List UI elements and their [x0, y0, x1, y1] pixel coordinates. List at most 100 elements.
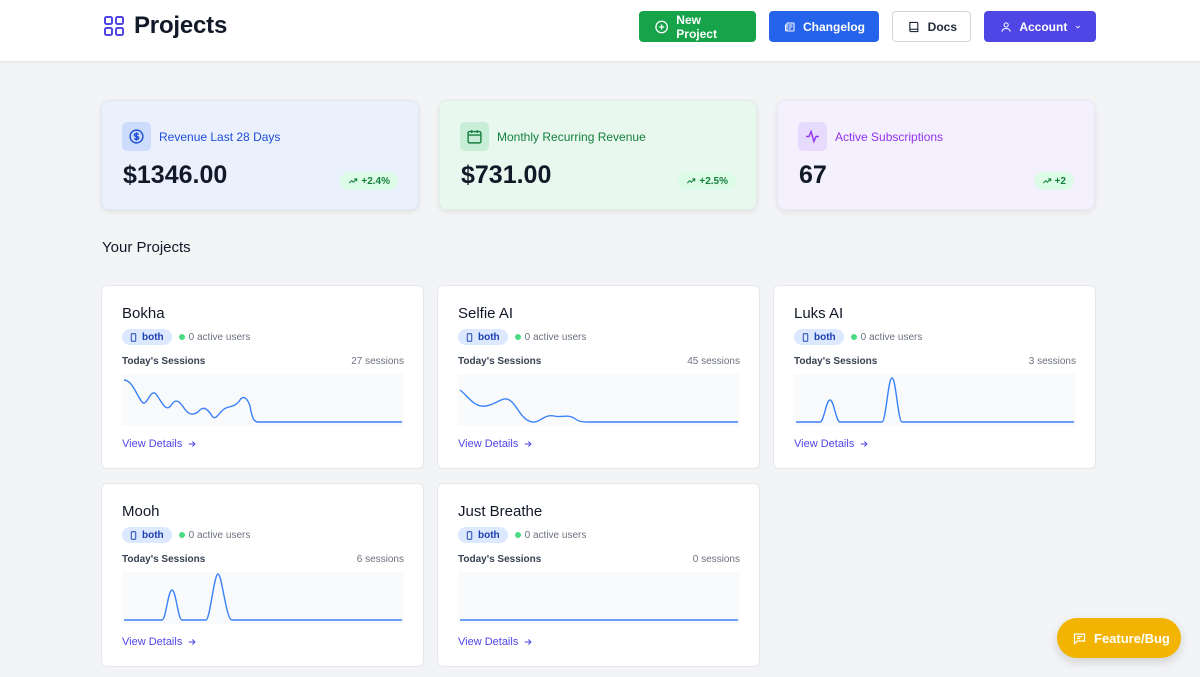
view-details-label: View Details: [122, 636, 183, 648]
stat-label: Monthly Recurring Revenue: [497, 129, 646, 144]
sessions-count: 3 sessions: [1028, 356, 1076, 367]
section-title: Your Projects: [102, 239, 191, 256]
feature-bug-button[interactable]: Feature/Bug: [1057, 618, 1181, 658]
sessions-label: Today's Sessions: [458, 554, 542, 565]
active-users: 0 active users: [188, 529, 251, 541]
view-details-link[interactable]: View Details: [458, 636, 533, 648]
sessions-label: Today's Sessions: [794, 356, 878, 367]
newspaper-icon: [785, 22, 795, 31]
project-card: Luks AI both 0 active users Today's Sess…: [773, 285, 1096, 469]
view-details-link[interactable]: View Details: [794, 438, 869, 450]
project-card: Bokha both 0 active users Today's Sessio…: [101, 285, 424, 469]
sessions-sparkline: [458, 374, 740, 426]
stat-delta-badge: +2: [1033, 172, 1074, 190]
platform-label: both: [478, 331, 500, 343]
view-details-label: View Details: [794, 438, 855, 450]
arrow-right-icon: [860, 441, 868, 447]
stat-value: 67: [799, 161, 827, 189]
project-meta: both 0 active users: [458, 329, 586, 345]
stat-header: Revenue Last 28 Days: [122, 122, 280, 151]
grid-icon: [104, 16, 124, 36]
platform-badge: both: [122, 527, 172, 543]
stat-icon-box: [122, 122, 151, 151]
stat-icon-box: [798, 122, 827, 151]
calendar-icon: [467, 130, 482, 144]
stat-value: $731.00: [461, 161, 552, 189]
project-name: Selfie AI: [458, 305, 514, 322]
changelog-button[interactable]: Changelog: [769, 11, 879, 42]
sessions-count: 0 sessions: [692, 554, 740, 565]
project-meta: both 0 active users: [794, 329, 922, 345]
activity-icon: [806, 129, 819, 144]
project-card: Mooh both 0 active users Today's Session…: [101, 483, 424, 667]
project-name: Luks AI: [794, 305, 844, 322]
chevron-down-icon: [1075, 25, 1081, 29]
plus-circle-icon: [655, 20, 669, 33]
page-title: Projects: [134, 12, 228, 39]
sessions-label: Today's Sessions: [122, 356, 206, 367]
online-dot: [514, 334, 521, 340]
stat-delta-badge: +2.4%: [340, 172, 398, 190]
dollar-circle-icon: [129, 129, 144, 144]
platform-badge: both: [458, 527, 508, 543]
account-label: Account: [1019, 19, 1068, 34]
book-icon: [909, 21, 919, 32]
platform-label: both: [142, 331, 164, 343]
stat-delta-value: +2: [1054, 175, 1066, 187]
docs-label: Docs: [927, 19, 957, 34]
account-button[interactable]: Account: [984, 11, 1096, 42]
stat-label: Revenue Last 28 Days: [159, 129, 281, 144]
phone-icon: [466, 332, 473, 342]
arrow-right-icon: [524, 441, 532, 447]
trending-up-icon: [349, 178, 358, 184]
sessions-label: Today's Sessions: [458, 356, 542, 367]
platform-badge: both: [458, 329, 508, 345]
stat-icon-box: [460, 122, 489, 151]
stat-card-subscriptions: Active Subscriptions 67 +2: [777, 100, 1095, 210]
project-name: Bokha: [122, 305, 165, 322]
feature-bug-label: Feature/Bug: [1094, 630, 1170, 646]
arrow-right-icon: [188, 639, 196, 645]
project-card: Just Breathe both 0 active users Today's…: [437, 483, 760, 667]
trending-up-icon: [1042, 178, 1051, 184]
project-meta: both 0 active users: [458, 527, 586, 543]
stat-header: Active Subscriptions: [798, 122, 943, 151]
trending-up-icon: [687, 178, 696, 184]
online-dot: [178, 532, 185, 538]
project-meta: both 0 active users: [122, 329, 250, 345]
sessions-count: 6 sessions: [356, 554, 404, 565]
project-name: Just Breathe: [458, 503, 543, 520]
platform-badge: both: [794, 329, 844, 345]
top-bar: Projects New Project Changelog Docs Acco…: [0, 0, 1200, 62]
arrow-right-icon: [524, 639, 532, 645]
stat-delta-badge: +2.5%: [678, 172, 736, 190]
arrow-right-icon: [188, 441, 196, 447]
phone-icon: [802, 332, 809, 342]
active-users: 0 active users: [524, 331, 587, 343]
stat-header: Monthly Recurring Revenue: [460, 122, 646, 151]
user-icon: [1001, 21, 1011, 32]
stat-delta-value: +2.5%: [699, 175, 728, 187]
view-details-link[interactable]: View Details: [122, 636, 197, 648]
stat-label: Active Subscriptions: [835, 129, 944, 144]
changelog-label: Changelog: [803, 19, 865, 34]
sessions-count: 45 sessions: [687, 356, 740, 367]
online-dot: [178, 334, 185, 340]
header-actions: New Project Changelog Docs Account: [639, 11, 1096, 42]
new-project-label: New Project: [676, 12, 717, 41]
sessions-sparkline: [122, 572, 404, 624]
active-users: 0 active users: [860, 331, 923, 343]
sessions-sparkline: [458, 572, 740, 624]
docs-button[interactable]: Docs: [892, 11, 971, 42]
active-users: 0 active users: [188, 331, 251, 343]
project-card: Selfie AI both 0 active users Today's Se…: [437, 285, 760, 469]
active-users: 0 active users: [524, 529, 587, 541]
platform-label: both: [142, 529, 164, 541]
new-project-button[interactable]: New Project: [639, 11, 756, 42]
sessions-sparkline: [794, 374, 1076, 426]
view-details-label: View Details: [122, 438, 183, 450]
view-details-link[interactable]: View Details: [458, 438, 533, 450]
platform-label: both: [814, 331, 836, 343]
platform-badge: both: [122, 329, 172, 345]
view-details-link[interactable]: View Details: [122, 438, 197, 450]
